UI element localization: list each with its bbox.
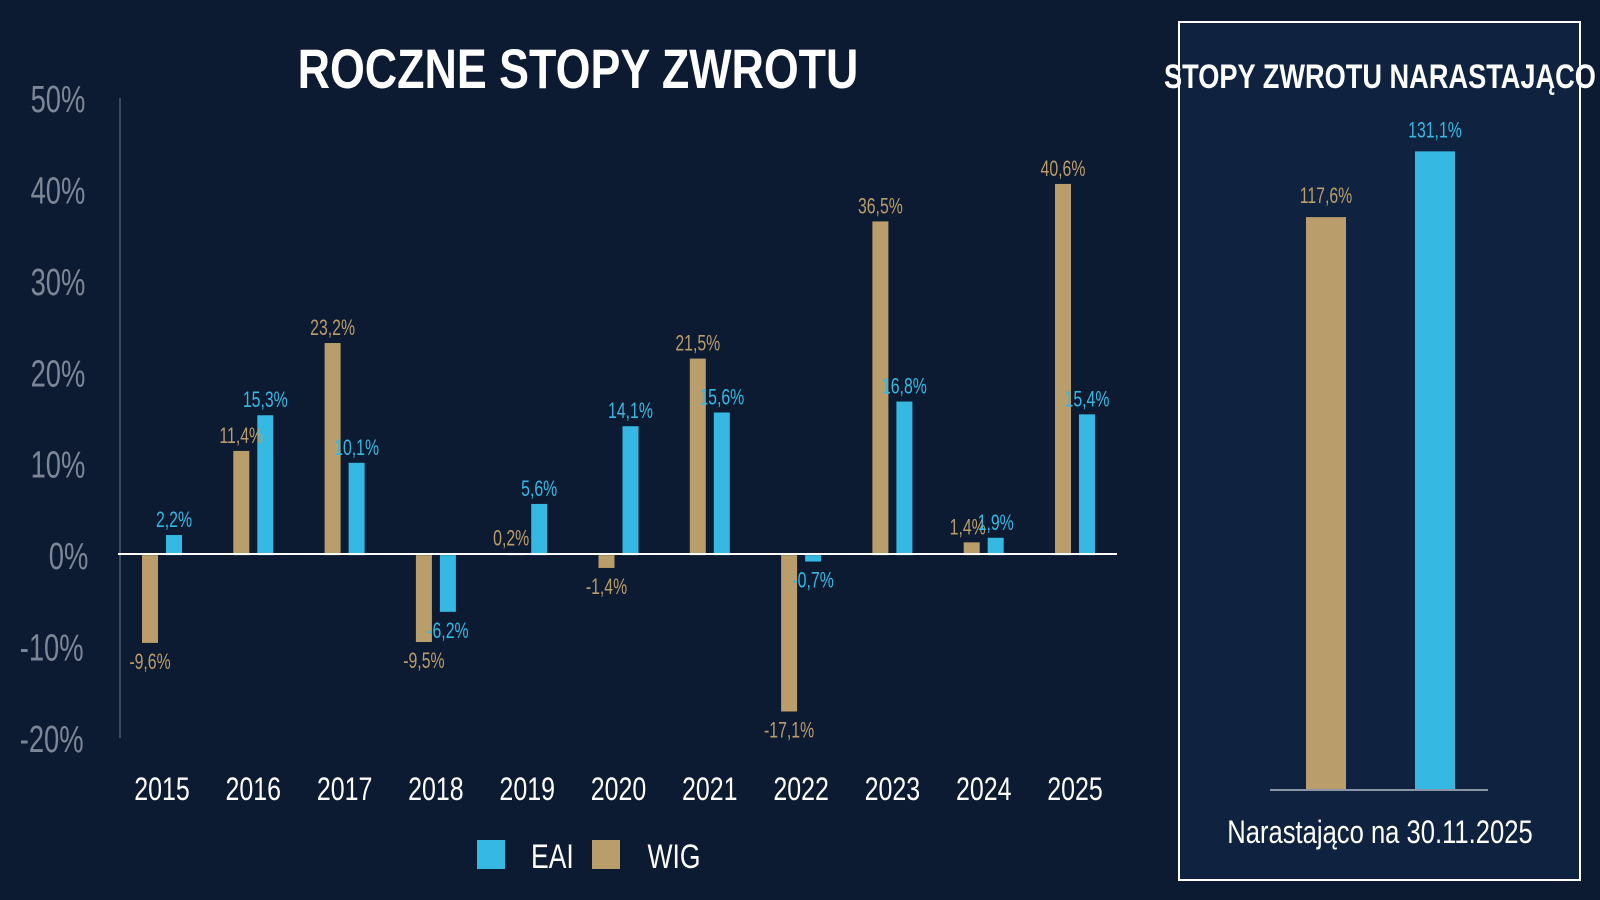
x-tick-label: 2016 [226, 772, 282, 808]
bar-wig-2020 [598, 555, 615, 568]
bar-eai-2018 [439, 555, 456, 612]
annual-bar-value-labels: -9,6% 2,2% 11,4% 15,3% 23,2% 10,1% -9,5% -6,2% 0… [129, 158, 1109, 744]
bar-wig-2022 [781, 555, 798, 712]
y-tick-label: 40% [31, 170, 86, 212]
bar-wig-2016 [233, 450, 250, 556]
x-tick-label: 2019 [499, 772, 555, 808]
x-axis-tick-labels: 2015 2016 2017 2018 2019 2020 2021 2022 2023 2024… [134, 772, 1103, 808]
panel-frame [1178, 21, 1581, 881]
bar-eai-2022 [805, 555, 822, 562]
bar-eai-2016 [257, 415, 274, 556]
bar-wig-2017 [324, 343, 341, 556]
bar-eai-2017 [348, 462, 365, 556]
bar-wig-2025 [1055, 183, 1071, 556]
bar-wig-2023 [872, 221, 889, 556]
bar-wig-2024 [963, 542, 980, 556]
bar-label-wig-2019: 0,2% [493, 527, 529, 551]
bar-wig-2018 [415, 555, 432, 642]
legend-label-wig: WIG [647, 838, 700, 876]
bar-eai-2025 [1079, 414, 1095, 556]
cumulative-x-label: Narastająco na 30.11.2025 [1227, 815, 1532, 850]
legend-swatch-eai [477, 840, 505, 869]
bar-label-wig-2020: -1,4% [586, 576, 627, 600]
bar-label-wig-2018: -9,5% [403, 650, 444, 674]
cumulative-returns-panel: STOPY ZWROTU NARASTAJĄCO 117,6% 131,1% Na… [1164, 21, 1596, 881]
annual-bars [142, 183, 1095, 712]
bar-label-eai-2016: 15,3% [243, 389, 288, 413]
y-axis-tick-labels: 50% 40% 30% 20% 10% 0% -10% -20% [20, 79, 89, 761]
bar-label-wig-2023: 36,5% [858, 195, 903, 219]
bar-wig-2015 [142, 555, 158, 643]
x-tick-label: 2025 [1047, 772, 1103, 808]
cumulative-bar-eai [1415, 151, 1455, 790]
y-tick-label: 10% [31, 444, 86, 486]
cumulative-bars: 117,6% 131,1% [1300, 119, 1462, 790]
bar-label-eai-2022: -0,7% [792, 569, 833, 593]
bar-label-eai-2017: 10,1% [334, 436, 379, 460]
y-tick-label: 20% [31, 353, 86, 395]
x-tick-label: 2022 [773, 772, 829, 808]
bar-label-eai-2015: 2,2% [156, 509, 192, 533]
cumulative-bar-label-wig: 117,6% [1300, 185, 1353, 209]
bar-label-wig-2022: -17,1% [764, 719, 814, 743]
bar-label-wig-2025: 40,6% [1041, 158, 1086, 182]
y-tick-label: 30% [31, 262, 86, 304]
legend-label-eai: EAI [531, 838, 574, 876]
y-tick-label: 50% [31, 79, 86, 121]
bar-label-eai-2025: 15,4% [1065, 388, 1110, 412]
x-tick-label: 2024 [956, 772, 1012, 808]
cumulative-chart-title: STOPY ZWROTU NARASTAJĄCO [1164, 57, 1596, 96]
bar-label-wig-2021: 21,5% [675, 332, 720, 356]
bar-label-eai-2019: 5,6% [521, 478, 557, 502]
cumulative-bar-wig [1306, 217, 1346, 790]
y-tick-label: -20% [20, 719, 84, 761]
bar-wig-2021 [689, 358, 706, 556]
legend: EAI WIG [477, 838, 701, 876]
cumulative-bar-label-eai: 131,1% [1408, 119, 1462, 143]
bar-eai-2019 [531, 503, 548, 556]
y-tick-label: 0% [49, 536, 89, 578]
x-tick-label: 2021 [682, 772, 738, 808]
bar-label-eai-2021: 15,6% [699, 386, 744, 410]
bar-label-wig-2016: 11,4% [219, 425, 263, 449]
bar-eai-2024 [987, 537, 1004, 556]
legend-swatch-wig [592, 840, 620, 869]
bar-eai-2021 [713, 412, 730, 556]
bar-label-eai-2020: 14,1% [608, 400, 653, 424]
bar-label-wig-2017: 23,2% [310, 317, 355, 341]
bar-label-eai-2024: 1,9% [978, 511, 1014, 535]
bar-label-wig-2024: 1,4% [950, 516, 986, 540]
x-tick-label: 2023 [865, 772, 921, 808]
x-tick-label: 2015 [134, 772, 190, 808]
x-tick-label: 2018 [408, 772, 464, 808]
bar-eai-2023 [896, 401, 913, 556]
bar-label-wig-2015: -9,6% [129, 651, 170, 675]
x-tick-label: 2017 [317, 772, 373, 808]
x-tick-label: 2020 [591, 772, 647, 808]
bar-eai-2015 [166, 535, 182, 556]
annual-chart-title: ROCZNE STOPY ZWROTU [298, 37, 859, 100]
bar-label-eai-2023: 16,8% [882, 375, 927, 399]
y-tick-label: -10% [20, 627, 84, 669]
bar-eai-2020 [622, 426, 639, 556]
annual-returns-chart: ROCZNE STOPY ZWROTU 50% 40% 30% 20% 10% 0% -10… [20, 37, 1117, 876]
bar-label-eai-2018: -6,2% [427, 619, 468, 643]
